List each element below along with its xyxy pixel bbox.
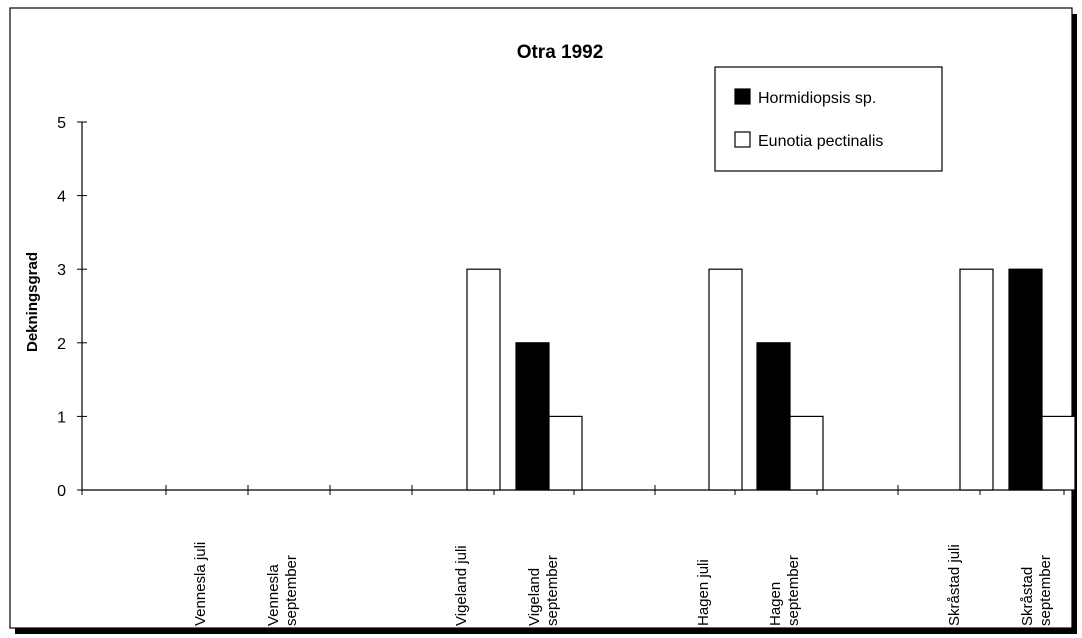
y-tick-label-2: 2 [57, 336, 66, 353]
y-ticks: 0 1 2 3 4 5 [57, 115, 87, 500]
y-axis-label: Dekningsgrad [24, 252, 41, 352]
y-tick-label-5: 5 [57, 115, 66, 132]
y-tick-label-4: 4 [57, 189, 66, 206]
x-tick-label-3: Vigelandseptember [526, 555, 561, 626]
bar-hormidiopsis-skr-stad-september [1008, 268, 1043, 491]
legend: Hormidiopsis sp. Eunotia pectinalis [714, 66, 943, 172]
x-tick-label-1: Venneslaseptember [265, 555, 300, 626]
chart-title: Otra 1992 [517, 42, 604, 63]
bar-hormidiopsis-hagen-september [756, 342, 791, 491]
bar-eunotia-hagen-september [789, 415, 824, 491]
y-tick-label-3: 3 [57, 262, 66, 279]
bar-eunotia-vigeland-september [548, 415, 583, 491]
bar-hormidiopsis-vigeland-september [515, 342, 550, 491]
x-tick-label-6: Skråstad juli [946, 544, 963, 626]
x-tick-label-2: Vigeland juli [453, 545, 470, 626]
x-tick-label-0: Vennesla juli [192, 542, 209, 626]
legend-label-eunotia: Eunotia pectinalis [758, 133, 883, 150]
y-tick-label-1: 1 [57, 409, 66, 426]
x-tick-labels: Vennesla juli Venneslaseptember Vigeland j… [192, 542, 1054, 626]
bar-eunotia-hagen-juli [708, 268, 743, 491]
bars [466, 268, 1076, 491]
legend-swatch-eunotia [734, 131, 751, 148]
legend-swatch-hormidiopsis [734, 88, 751, 105]
bar-eunotia-vigeland-juli [466, 268, 501, 491]
legend-box [714, 66, 943, 172]
bar-eunotia-skr-stad-september [1041, 415, 1076, 491]
bar-eunotia-skr-stad-juli [959, 268, 994, 491]
x-tick-label-5: Hagenseptember [767, 555, 802, 626]
x-tick-label-7: Skråstadseptember [1019, 555, 1054, 626]
x-tick-label-4: Hagen juli [695, 559, 712, 626]
y-tick-label-0: 0 [57, 483, 66, 500]
legend-label-hormidiopsis: Hormidiopsis sp. [758, 90, 876, 107]
